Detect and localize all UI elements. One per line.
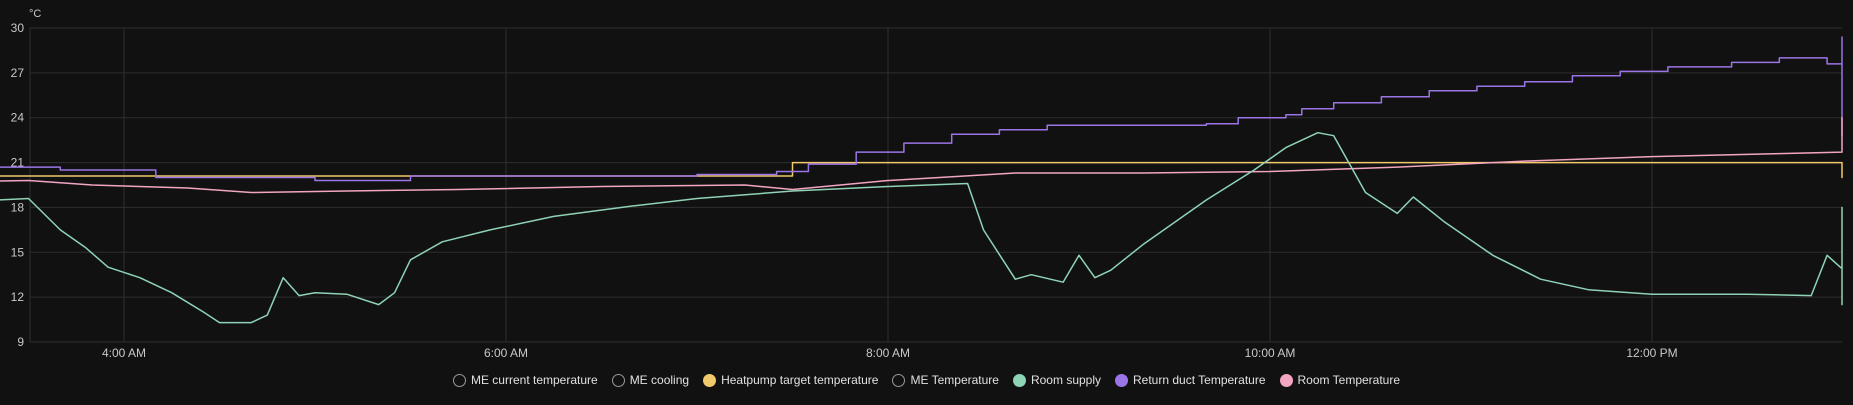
chart-grid xyxy=(29,27,1842,343)
chart-legend: ME current temperature ME cooling Heatpump… xyxy=(0,373,1853,387)
y-tick-label: 21 xyxy=(11,156,25,170)
y-tick-label: 15 xyxy=(11,245,25,259)
legend-swatch-icon xyxy=(892,373,906,387)
y-unit-label: °C xyxy=(29,8,41,20)
legend-item-room-temperature[interactable]: Room Temperature xyxy=(1279,373,1401,387)
x-tick-label: 12:00 PM xyxy=(1626,346,1677,360)
legend-item-me-cooling[interactable]: ME cooling xyxy=(611,373,690,387)
legend-label: Heatpump target temperature xyxy=(721,373,879,387)
legend-label: ME cooling xyxy=(629,373,690,387)
y-tick-label: 27 xyxy=(11,66,25,80)
legend-label: Room supply xyxy=(1030,373,1101,387)
legend-item-return-duct-temperature[interactable]: Return duct Temperature xyxy=(1115,373,1266,387)
series-line-return-duct-temperature xyxy=(0,36,1843,182)
x-tick-label: 10:00 AM xyxy=(1245,346,1296,360)
x-tick-label: 4:00 AM xyxy=(102,346,146,360)
series-line-heatpump-target-temperature xyxy=(0,161,1843,179)
legend-item-me-temperature[interactable]: ME Temperature xyxy=(892,373,999,387)
legend-label: ME current temperature xyxy=(470,373,598,387)
y-tick-label: 18 xyxy=(11,200,25,214)
series-line-room-temperature xyxy=(0,116,1843,194)
y-tick-label: 30 xyxy=(11,21,25,35)
series-line-room-supply xyxy=(0,131,1843,324)
y-tick-label: 12 xyxy=(11,290,25,304)
legend-swatch-icon xyxy=(452,373,466,387)
y-tick-label: 24 xyxy=(11,111,25,125)
legend-swatch-icon xyxy=(1279,373,1293,387)
y-axis: °C 30 27 24 21 18 15 12 9 xyxy=(11,8,42,349)
legend-swatch-icon xyxy=(611,373,625,387)
legend-swatch-icon xyxy=(703,373,717,387)
legend-item-room-supply[interactable]: Room supply xyxy=(1012,373,1101,387)
legend-item-me-current-temperature[interactable]: ME current temperature xyxy=(452,373,598,387)
legend-item-heatpump-target-temperature[interactable]: Heatpump target temperature xyxy=(703,373,878,387)
legend-label: Return duct Temperature xyxy=(1133,373,1266,387)
y-tick-label: 9 xyxy=(17,335,24,349)
series-group xyxy=(0,36,1843,324)
legend-label: Room Temperature xyxy=(1297,373,1401,387)
x-tick-label: 6:00 AM xyxy=(484,346,528,360)
legend-swatch-icon xyxy=(1115,373,1128,387)
x-tick-label: 8:00 AM xyxy=(866,346,910,360)
legend-label: ME Temperature xyxy=(910,373,999,387)
legend-swatch-icon xyxy=(1012,373,1026,387)
